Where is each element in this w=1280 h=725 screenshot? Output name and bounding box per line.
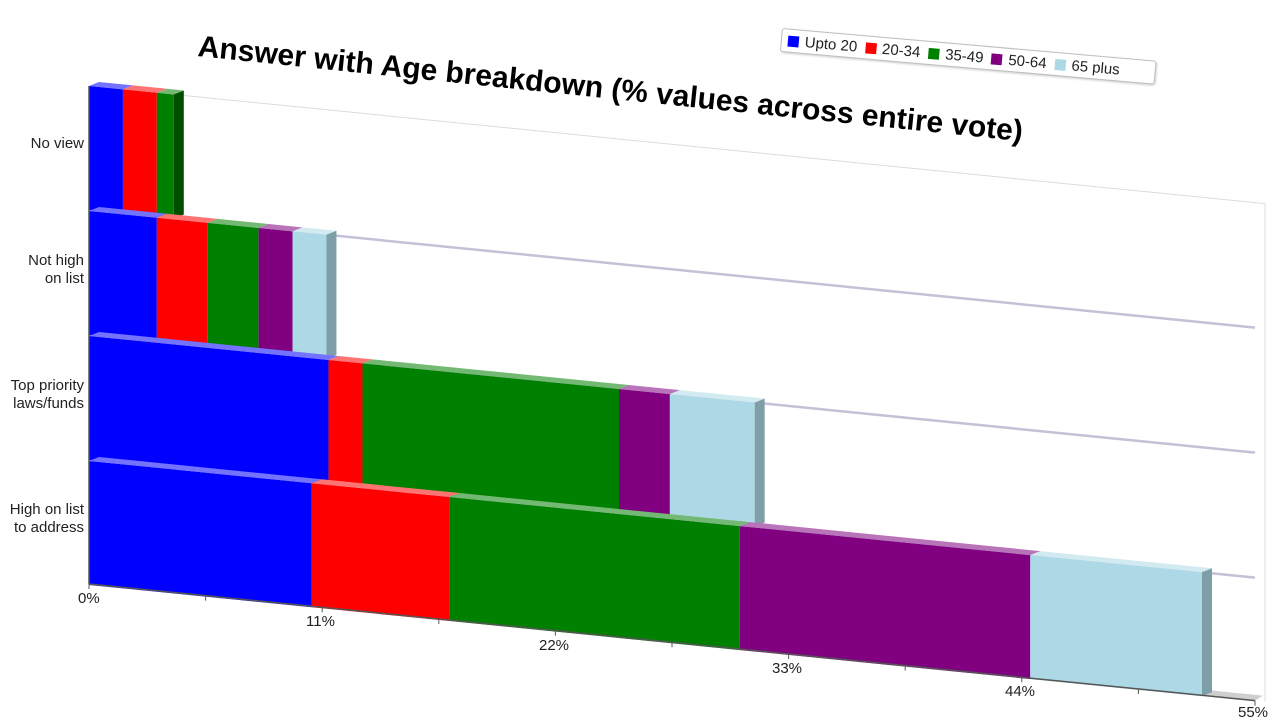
category-label-line: laws/funds — [13, 395, 84, 412]
bar-end-face-cat-2 — [754, 398, 765, 527]
bar-20-34-cat-0 — [122, 89, 157, 217]
bar-upto-20-cat-1-top — [89, 207, 167, 218]
category-label-not-high-on-list: Not high on list — [28, 252, 84, 288]
bar-35-49-cat-3 — [449, 497, 740, 651]
bar-20-34-cat-3-top — [311, 479, 460, 498]
bar-upto-20-cat-0 — [89, 86, 123, 214]
legend-item-35-49[interactable]: 35-49 — [927, 44, 985, 67]
bar-20-34-cat-2-top — [328, 355, 373, 364]
bar-65-plus-cat-2-top — [669, 390, 765, 403]
back-wall-top-edge — [88, 85, 1266, 205]
bar-50-64-cat-1 — [258, 227, 293, 356]
legend-swatch-20-34 — [864, 41, 877, 54]
bar-50-64-cat-1-top — [258, 223, 303, 232]
legend-swatch-35-49 — [927, 47, 940, 60]
legend-swatch-50-64 — [990, 52, 1003, 65]
bar-upto-20-cat-3-top — [89, 457, 322, 484]
bar-50-64-cat-2 — [619, 389, 670, 519]
category-label-line: to address — [13, 519, 84, 536]
legend-item-20-34[interactable]: 20-34 — [864, 39, 921, 61]
bar-50-64-cat-3-top — [739, 522, 1041, 556]
x-tick-label-4: 44% — [1005, 683, 1036, 700]
bar-35-49-cat-0-top — [156, 88, 184, 95]
legend-label-50-64: 50-64 — [1007, 51, 1048, 72]
bar-upto-20-cat-3 — [89, 461, 312, 608]
bar-50-64-cat-2-top — [619, 385, 680, 395]
bar-20-34-cat-1 — [156, 217, 208, 347]
legend-label-35-49: 35-49 — [944, 45, 985, 67]
bar-65-plus-cat-2 — [669, 394, 755, 527]
category-label-line: Top priority — [10, 377, 84, 394]
bar-35-49-cat-2-top — [362, 359, 629, 389]
bar-20-34-cat-1-top — [156, 213, 218, 223]
x-tick-label-3: 33% — [772, 660, 803, 677]
legend-label-65-plus: 65 plus — [1070, 56, 1121, 79]
category-label-line: on list — [44, 270, 84, 287]
bar-20-34-cat-3 — [311, 483, 450, 622]
category-label-line: High on list — [9, 501, 84, 518]
bar-end-face-cat-0 — [173, 90, 184, 219]
category-label-no-view: No view — [31, 135, 84, 153]
bar-upto-20-cat-0-top — [89, 82, 133, 90]
bar-upto-20-cat-1 — [89, 211, 157, 342]
category-label-line: No view — [30, 135, 84, 152]
category-label-line: Not high — [28, 252, 84, 269]
bar-upto-20-cat-2 — [89, 336, 329, 484]
legend-swatch-65-plus — [1054, 58, 1067, 71]
bar-65-plus-cat-3-top — [1030, 551, 1212, 573]
bar-50-64-cat-3 — [739, 526, 1031, 680]
bar-20-34-cat-0-top — [122, 85, 167, 93]
legend-label-upto-20: Upto 20 — [804, 33, 858, 56]
x-tick-label-1: 11% — [306, 613, 335, 630]
bar-65-plus-cat-1 — [292, 231, 327, 359]
bar-35-49-cat-1-top — [207, 218, 269, 228]
bar-upto-20-cat-2-top — [89, 332, 339, 360]
bar-35-49-cat-3-top — [449, 493, 750, 527]
legend-item-upto-20[interactable]: Upto 20 — [787, 32, 858, 55]
bar-35-49-cat-0 — [156, 92, 174, 219]
bar-20-34-cat-2 — [328, 359, 363, 488]
legend-item-65-plus[interactable]: 65 plus — [1054, 55, 1121, 79]
x-tick-label-0: 0% — [78, 590, 100, 607]
category-label-high-on-list: High on list to address — [10, 501, 84, 537]
bar-35-49-cat-2 — [362, 363, 619, 513]
bar-65-plus-cat-3 — [1030, 555, 1202, 697]
x-tick-label-2: 22% — [539, 637, 570, 654]
x-tick-label-5: 55% — [1238, 704, 1269, 721]
legend-label-20-34: 20-34 — [881, 40, 922, 61]
legend-swatch-upto-20 — [787, 35, 800, 48]
category-label-top-priority: Top priority laws/funds — [11, 377, 84, 413]
legend-item-50-64[interactable]: 50-64 — [990, 50, 1048, 72]
bar-65-plus-cat-1-top — [292, 227, 337, 235]
bar-end-face-cat-1 — [326, 230, 337, 359]
bar-35-49-cat-1 — [207, 222, 259, 352]
bar-end-face-cat-3 — [1202, 568, 1212, 697]
